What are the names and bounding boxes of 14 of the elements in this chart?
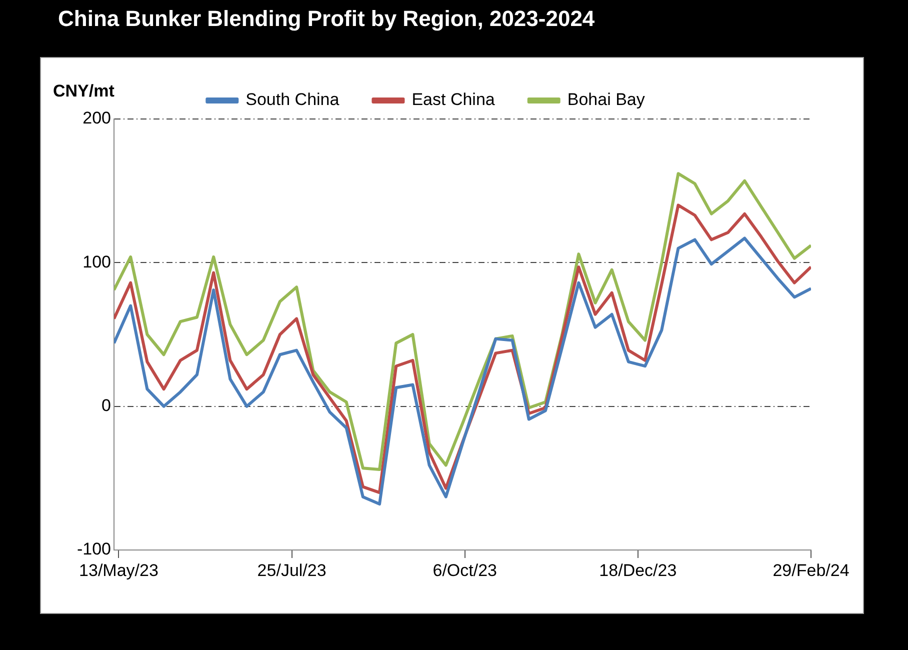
chart-title: China Bunker Blending Profit by Region, 2023-2024 <box>58 6 595 32</box>
x-tick-label: 29/Feb/24 <box>772 560 850 580</box>
legend-label: South China <box>246 90 340 110</box>
x-tick-label: 25/Jul/23 <box>257 560 326 580</box>
y-axis-title: CNY/mt <box>53 82 115 101</box>
x-tick-label: 6/Oct/23 <box>432 560 498 580</box>
y-tick-label: 200 <box>82 108 111 128</box>
y-tick-label: 0 <box>102 396 111 416</box>
y-tick-label: 100 <box>82 252 111 272</box>
legend-label: Bohai Bay <box>567 90 646 110</box>
y-tick-label: -100 <box>76 540 111 559</box>
x-tick-label: 13/May/23 <box>79 560 158 580</box>
x-tick-label: 18/Dec/23 <box>599 560 677 580</box>
legend-label: East China <box>412 90 496 110</box>
